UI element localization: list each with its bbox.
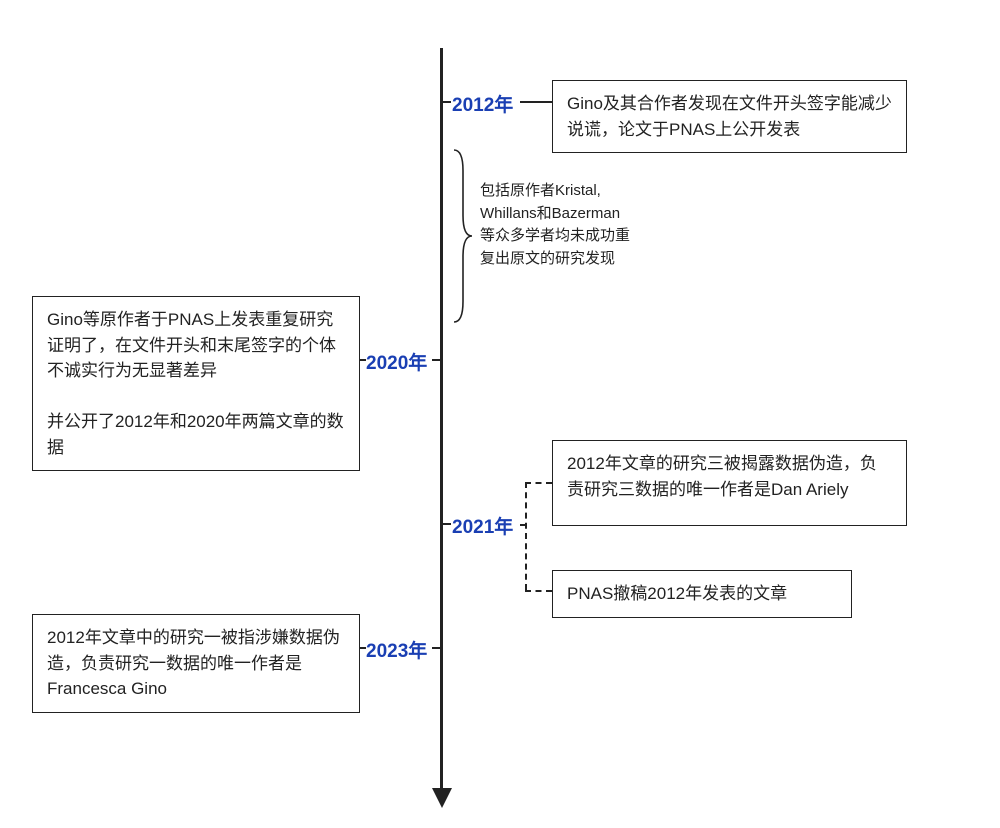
timeline-canvas: 2012年 2020年 2021年 2023年 Gino及其合作者发现在文件开头…: [0, 0, 1000, 828]
event-2020-box: Gino等原作者于PNAS上发表重复研究证明了，在文件开头和末尾签字的个体不诚实…: [32, 296, 360, 471]
dash-2021a-connector: [525, 482, 552, 484]
year-2020-label: 2020年: [366, 348, 427, 375]
year-2012-label: 2012年: [452, 90, 513, 117]
year-2020-connector: [360, 359, 366, 361]
brace-note-text: 包括原作者Kristal, Whillans和Bazerman等众多学者均未成功…: [480, 182, 630, 267]
timeline-axis: [440, 48, 443, 790]
year-2012-connector: [520, 101, 552, 103]
event-2023-box: 2012年文章中的研究一被指涉嫌数据伪造，负责研究一数据的唯一作者是France…: [32, 614, 360, 713]
year-2021-tick: [443, 523, 451, 525]
year-2023-tick: [432, 647, 440, 649]
event-2012-text: Gino及其合作者发现在文件开头签字能减少说谎，论文于PNAS上公开发表: [567, 94, 892, 139]
event-2023-text: 2012年文章中的研究一被指涉嫌数据伪造，负责研究一数据的唯一作者是France…: [47, 628, 340, 698]
event-2021a-text: 2012年文章的研究三被揭露数据伪造，负责研究三数据的唯一作者是Dan Arie…: [567, 454, 877, 499]
event-2021b-box: PNAS撤稿2012年发表的文章: [552, 570, 852, 618]
brace-note: 包括原作者Kristal, Whillans和Bazerman等众多学者均未成功…: [480, 180, 630, 270]
year-2023-connector: [360, 647, 366, 649]
year-2020-tick: [432, 359, 440, 361]
dash-2021-mid-connector: [520, 524, 525, 526]
timeline-arrowhead-icon: [432, 788, 452, 808]
brace-icon: [452, 146, 478, 326]
dash-2021-vertical: [525, 482, 527, 590]
event-2012-box: Gino及其合作者发现在文件开头签字能减少说谎，论文于PNAS上公开发表: [552, 80, 907, 153]
event-2021b-text: PNAS撤稿2012年发表的文章: [567, 584, 787, 603]
event-2020-text: Gino等原作者于PNAS上发表重复研究证明了，在文件开头和末尾签字的个体不诚实…: [47, 310, 344, 457]
year-2012-tick: [443, 101, 451, 103]
year-2021-label: 2021年: [452, 512, 513, 539]
dash-2021b-connector: [525, 590, 552, 592]
year-2023-label: 2023年: [366, 636, 427, 663]
event-2021a-box: 2012年文章的研究三被揭露数据伪造，负责研究三数据的唯一作者是Dan Arie…: [552, 440, 907, 526]
